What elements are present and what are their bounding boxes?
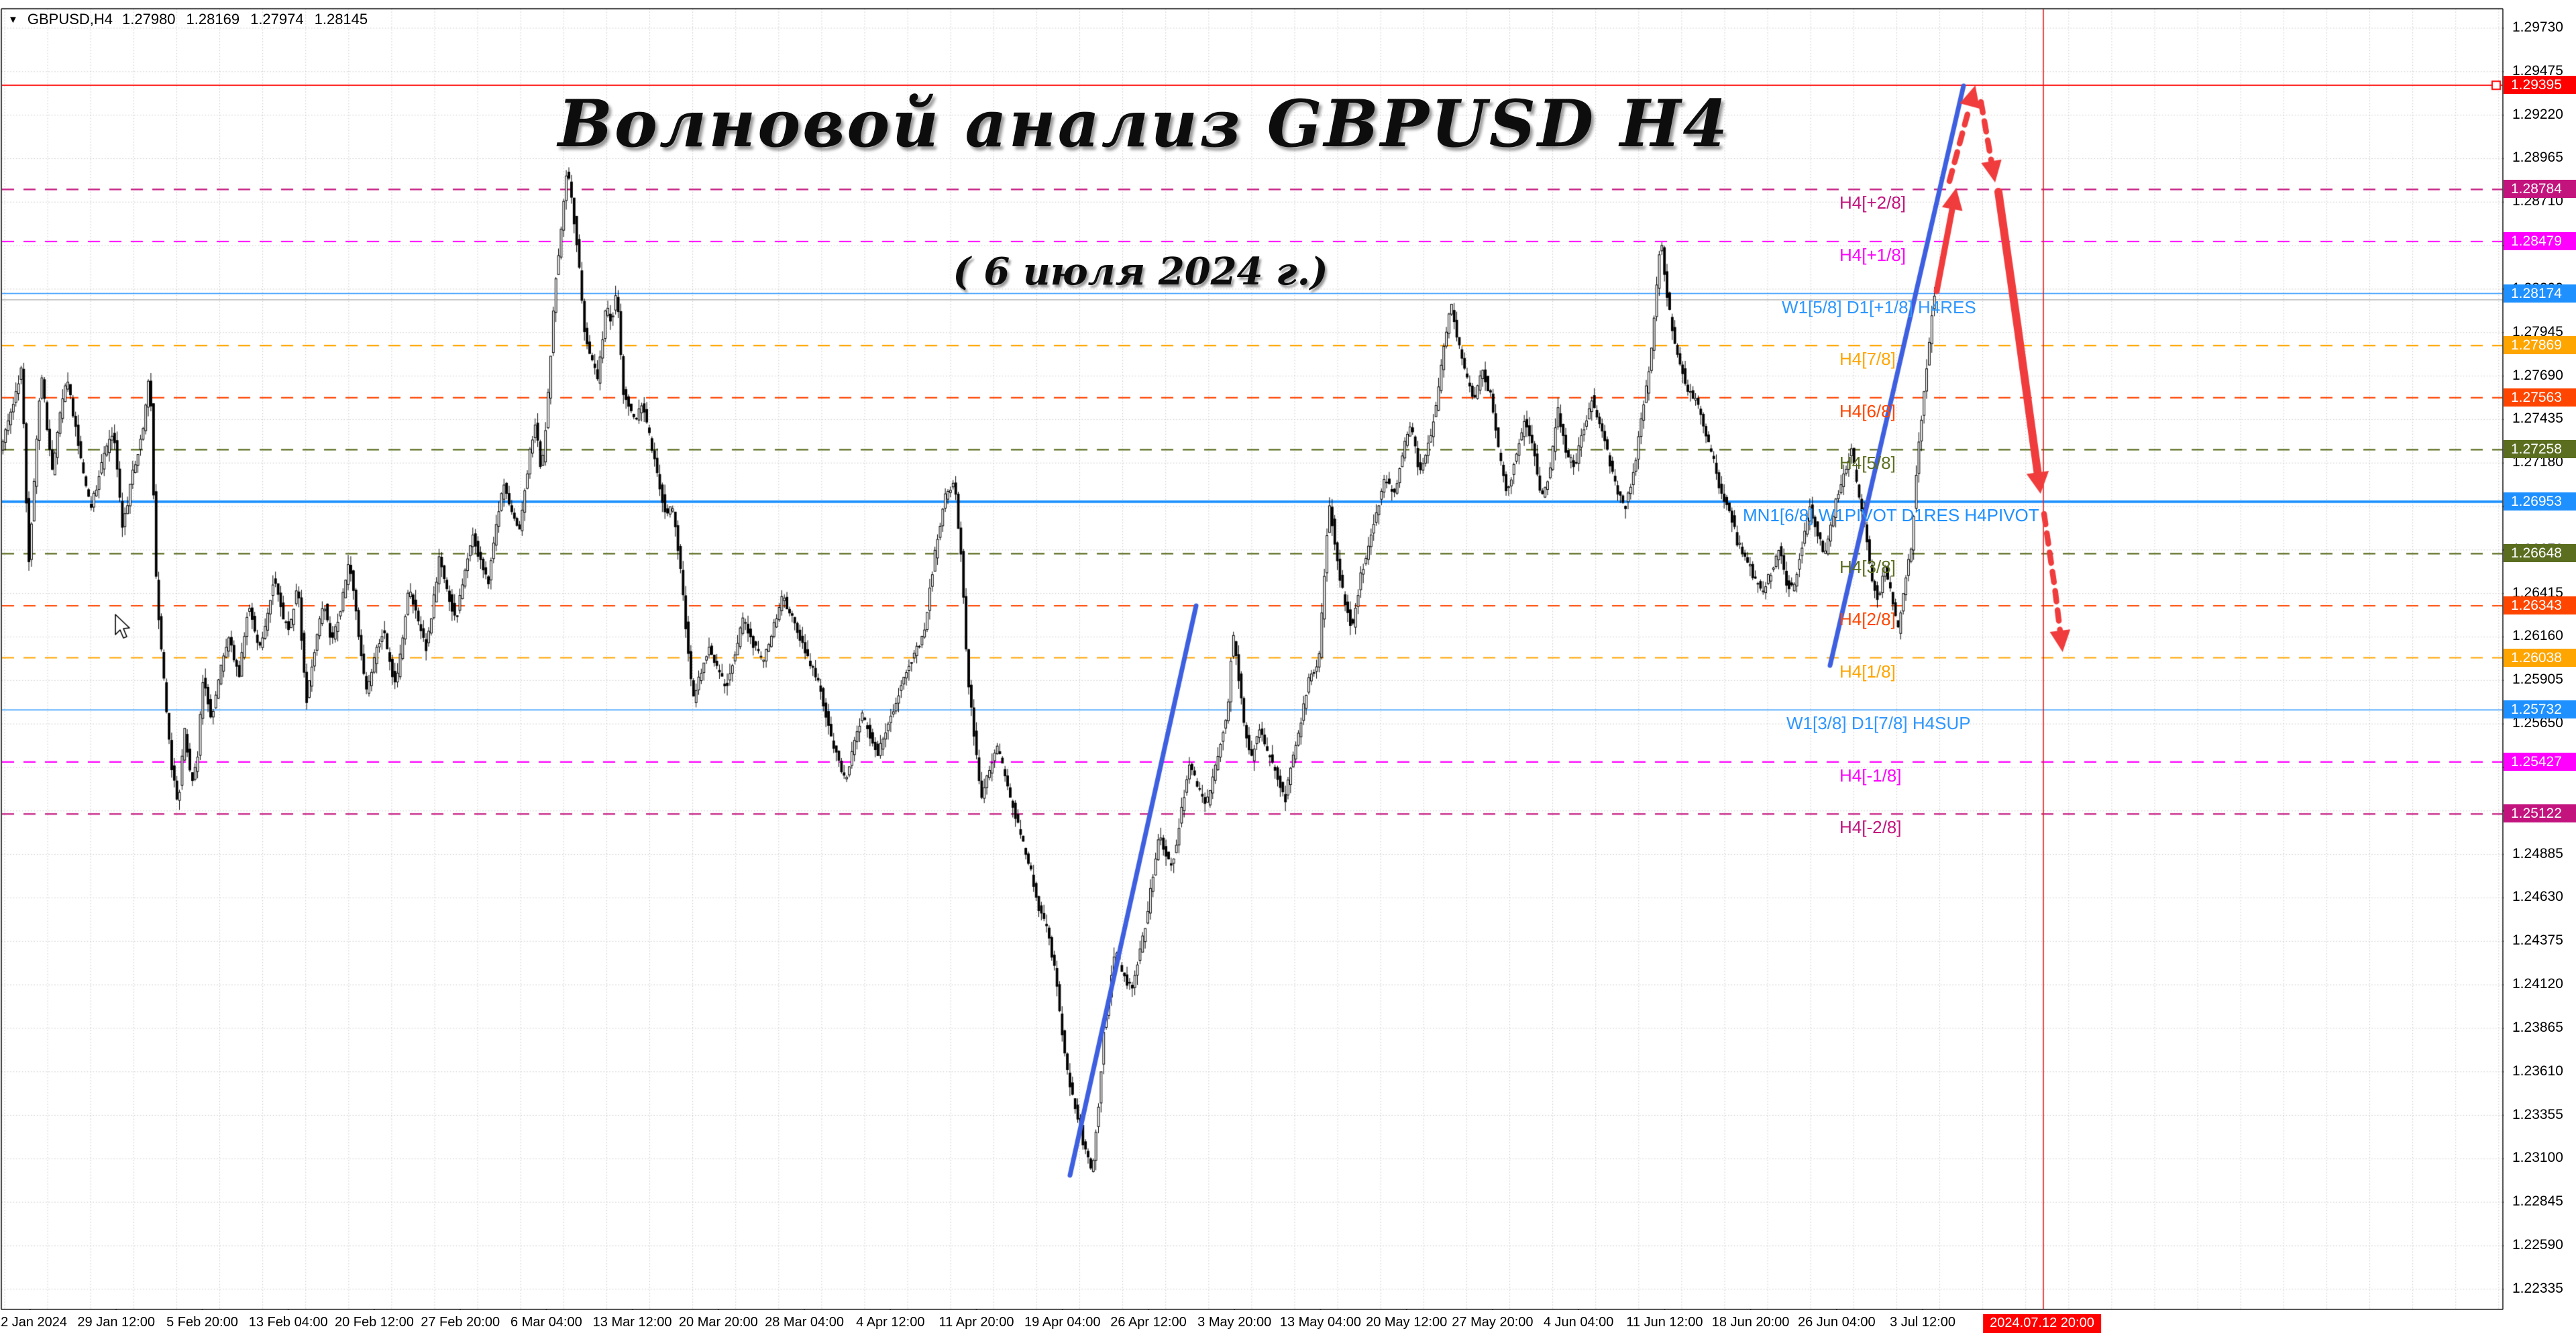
chevron-down-icon[interactable]: ▼	[8, 13, 18, 25]
chart-title-annotation: Волновой анализ GBPUSD H4	[557, 86, 1730, 162]
low-value: 1.27974	[250, 11, 304, 28]
vline-date-badge: 2024.07.12 20:00	[1983, 1314, 2101, 1333]
open-value: 1.27980	[122, 11, 176, 28]
symbol-ohlc-header: ▼ GBPUSD,H4 1.27980 1.28169 1.27974 1.28…	[8, 11, 368, 28]
high-value: 1.28169	[186, 11, 240, 28]
price-axis-strip	[2504, 0, 2576, 1339]
time-axis-strip	[0, 1310, 2576, 1339]
chart-subtitle-annotation: ( 6 июля 2024 г.)	[953, 250, 1328, 294]
symbol-timeframe-label: GBPUSD,H4	[27, 11, 113, 28]
close-value: 1.28145	[314, 11, 368, 28]
